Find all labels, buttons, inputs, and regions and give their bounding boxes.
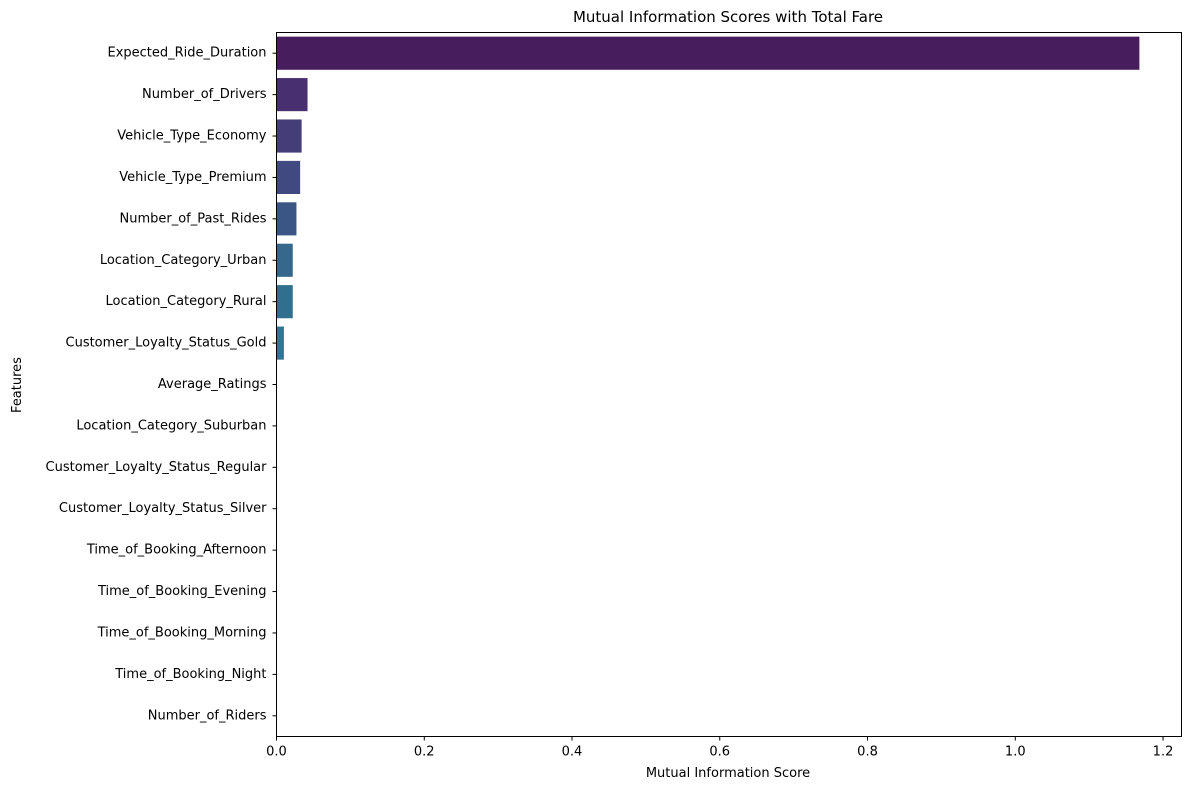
y-tick-label: Vehicle_Type_Economy: [117, 129, 267, 144]
x-axis-ticks: 0.0 0.2 0.4 0.6 0.8 1.0 1.2: [266, 736, 1174, 760]
y-tick-label: Customer_Loyalty_Status_Gold: [66, 336, 267, 351]
bar-location-category-rural: [276, 285, 293, 319]
x-tick-label: 0.0: [266, 745, 287, 760]
x-tick-label: 0.8: [857, 745, 878, 760]
y-tick-label: Customer_Loyalty_Status_Regular: [46, 460, 268, 475]
y-tick-label: Average_Ratings: [158, 377, 267, 392]
y-tick-label: Location_Category_Urban: [100, 253, 267, 268]
y-tick-label: Location_Category_Suburban: [76, 418, 266, 433]
bar-customer-loyalty-status-gold: [276, 326, 284, 360]
bar-vehicle-type-economy: [276, 119, 302, 153]
y-tick-label: Time_of_Booking_Afternoon: [86, 543, 267, 558]
y-tick-label: Number_of_Riders: [148, 708, 267, 723]
x-tick-label: 0.4: [562, 745, 583, 760]
x-axis-label: Mutual Information Score: [646, 766, 810, 781]
y-tick-label: Number_of_Past_Rides: [119, 211, 266, 226]
y-tick-label: Time_of_Booking_Morning: [97, 625, 267, 640]
y-tick-label: Expected_Ride_Duration: [107, 46, 266, 61]
y-axis-ticks: Expected_Ride_Duration Number_of_Drivers V…: [46, 46, 277, 723]
y-tick-label: Location_Category_Rural: [106, 294, 267, 309]
bar-location-category-urban: [276, 243, 293, 277]
x-tick-label: 0.2: [414, 745, 435, 760]
y-axis-label: Features: [10, 357, 25, 413]
y-tick-label: Time_of_Booking_Night: [114, 667, 266, 682]
y-tick-label: Vehicle_Type_Premium: [119, 170, 266, 185]
y-tick-label: Customer_Loyalty_Status_Silver: [59, 501, 267, 516]
x-tick-label: 0.6: [709, 745, 730, 760]
bar-number-of-past-rides: [276, 202, 297, 236]
chart-title: Mutual Information Scores with Total Far…: [573, 8, 883, 26]
x-tick-label: 1.2: [1153, 745, 1174, 760]
plot-frame: [276, 32, 1182, 737]
bar-vehicle-type-premium: [276, 160, 301, 195]
x-tick-label: 1.0: [1005, 745, 1026, 760]
y-tick-label: Number_of_Drivers: [142, 87, 267, 102]
bar-expected-ride-duration: [276, 36, 1140, 70]
y-tick-label: Time_of_Booking_Evening: [97, 584, 267, 599]
bars-group: [276, 36, 1140, 360]
bar-number-of-drivers: [276, 78, 308, 112]
